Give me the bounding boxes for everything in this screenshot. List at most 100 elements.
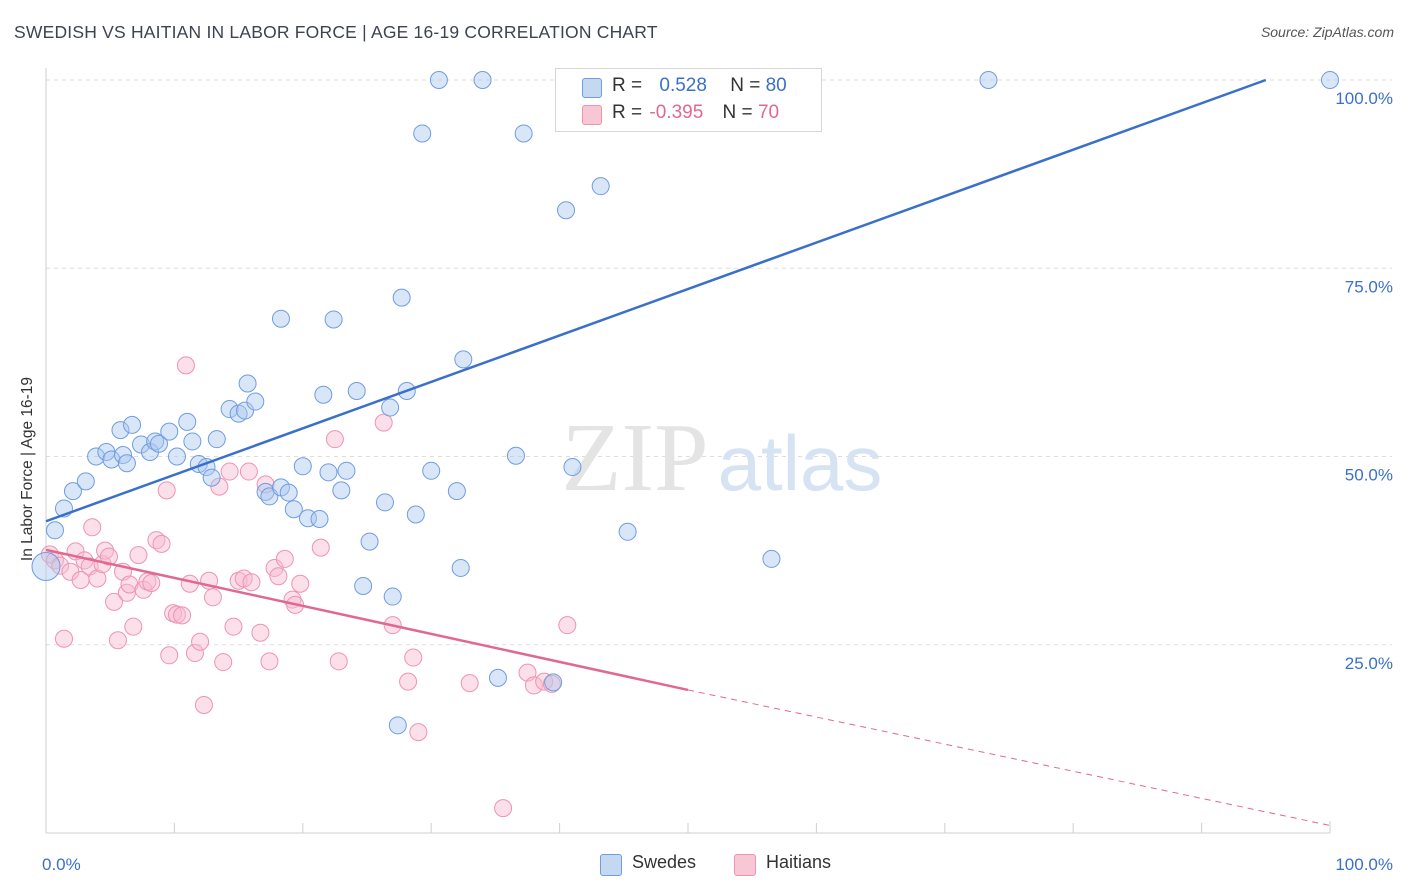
swedes-point (271, 309, 290, 328)
haitians-point (265, 558, 284, 577)
swedes-point (178, 412, 197, 431)
haitians-point (242, 573, 261, 592)
haitians-point (239, 462, 258, 481)
legend-label-swedes: Swedes (632, 852, 697, 872)
swedes-point (618, 522, 637, 541)
r-label: R = (612, 75, 643, 96)
swedes-point (324, 310, 343, 329)
haitians-point (399, 672, 418, 691)
haitians-point (329, 652, 348, 671)
n-label: N = (730, 75, 761, 96)
swedes-point (31, 551, 61, 581)
swedes-point (293, 457, 312, 476)
tick-labels: 25.0% 50.0% 75.0% 100.0% 0.0% 100.0% (42, 89, 1393, 874)
haitians-point (88, 569, 107, 588)
trend-lines (45, 78, 1331, 826)
haitians-point (120, 575, 139, 594)
swedes-point (563, 458, 582, 477)
r-label: R = (612, 102, 643, 123)
axes (45, 68, 1331, 834)
haitians-swatch (582, 105, 602, 125)
haitians-point (203, 588, 222, 607)
x-tick-label-max: 100.0% (1335, 855, 1393, 874)
swedes-point (246, 392, 265, 411)
swedes-point (279, 483, 298, 502)
haitians-point (191, 632, 210, 651)
swedes-point (149, 434, 168, 453)
swedes-point (388, 716, 407, 735)
haitians-point (558, 616, 577, 635)
haitians-point (83, 518, 102, 537)
swedes-point (375, 493, 394, 512)
swedes-point (506, 446, 525, 465)
swedes-point (160, 422, 179, 441)
swedes-point (102, 450, 121, 469)
swedes-point (381, 398, 400, 417)
y-tick-label: 25.0% (1345, 654, 1393, 673)
swedes-trend-line (45, 78, 1267, 523)
haitians-point (99, 547, 118, 566)
haitians-point (260, 652, 279, 671)
swedes-point (392, 288, 411, 307)
haitians-point (291, 574, 310, 593)
haitians-point (54, 629, 73, 648)
source-label: Source: ZipAtlas.com (1260, 24, 1394, 40)
swedes-point (488, 668, 507, 687)
swedes-point (76, 472, 95, 491)
haitians-point (404, 648, 423, 667)
swedes-point (332, 481, 351, 500)
r-value-haitians: -0.395 (649, 102, 704, 123)
watermark: ZIP atlas (562, 404, 883, 512)
swedes-point (337, 461, 356, 480)
y-tick-label: 75.0% (1345, 277, 1393, 296)
swedes-point (454, 350, 473, 369)
haitians-point (325, 430, 344, 449)
swedes-point (406, 505, 425, 524)
watermark-zip: ZIP (562, 404, 709, 512)
haitians-point (409, 723, 428, 742)
swedes-point (114, 445, 133, 464)
swedes-point (45, 521, 64, 540)
swedes-point (447, 482, 466, 501)
swedes-point (422, 461, 441, 480)
x-tick-label-min: 0.0% (42, 855, 81, 874)
swedes-point (183, 432, 202, 451)
haitians-point (275, 549, 294, 568)
swedes-point (514, 124, 533, 143)
swedes-point (347, 381, 366, 400)
chart-title: SWEDISH VS HAITIAN IN LABOR FORCE | AGE … (14, 22, 658, 42)
swedes-swatch (582, 78, 602, 98)
swedes-point (314, 385, 333, 404)
swedes-legend-swatch (600, 854, 622, 876)
haitians-trend-line (45, 548, 689, 692)
swedes-point (310, 509, 329, 528)
haitians-point (256, 475, 275, 494)
swedes-point (207, 430, 226, 449)
haitians-point (460, 674, 479, 693)
haitians-point (494, 799, 513, 818)
haitians-point (40, 545, 59, 564)
stats-legend: R = 0.528 N = 80 R = -0.395 N = 70 (555, 68, 822, 132)
swedes-point (132, 435, 151, 454)
haitians-point (524, 676, 543, 695)
haitians-point (142, 574, 161, 593)
swedes-point (473, 71, 492, 89)
swedes-point (979, 71, 998, 89)
haitians-point (542, 674, 561, 693)
swedes-point (319, 463, 338, 482)
legend-label-haitians: Haitians (766, 852, 832, 872)
haitians-trend-extension (687, 689, 1331, 826)
haitians-point (108, 631, 127, 650)
n-value-swedes: 80 (765, 75, 787, 96)
haitians-point (157, 481, 176, 500)
r-value-swedes: 0.528 (659, 75, 707, 96)
swedes-point (87, 447, 106, 466)
haitians-point (176, 356, 195, 375)
n-value-haitians: 70 (757, 102, 780, 123)
swedes-point (284, 500, 303, 519)
haitians-point (105, 592, 124, 611)
haitians-point (374, 413, 393, 432)
haitians-point (214, 653, 233, 672)
gridlines (46, 79, 1392, 646)
